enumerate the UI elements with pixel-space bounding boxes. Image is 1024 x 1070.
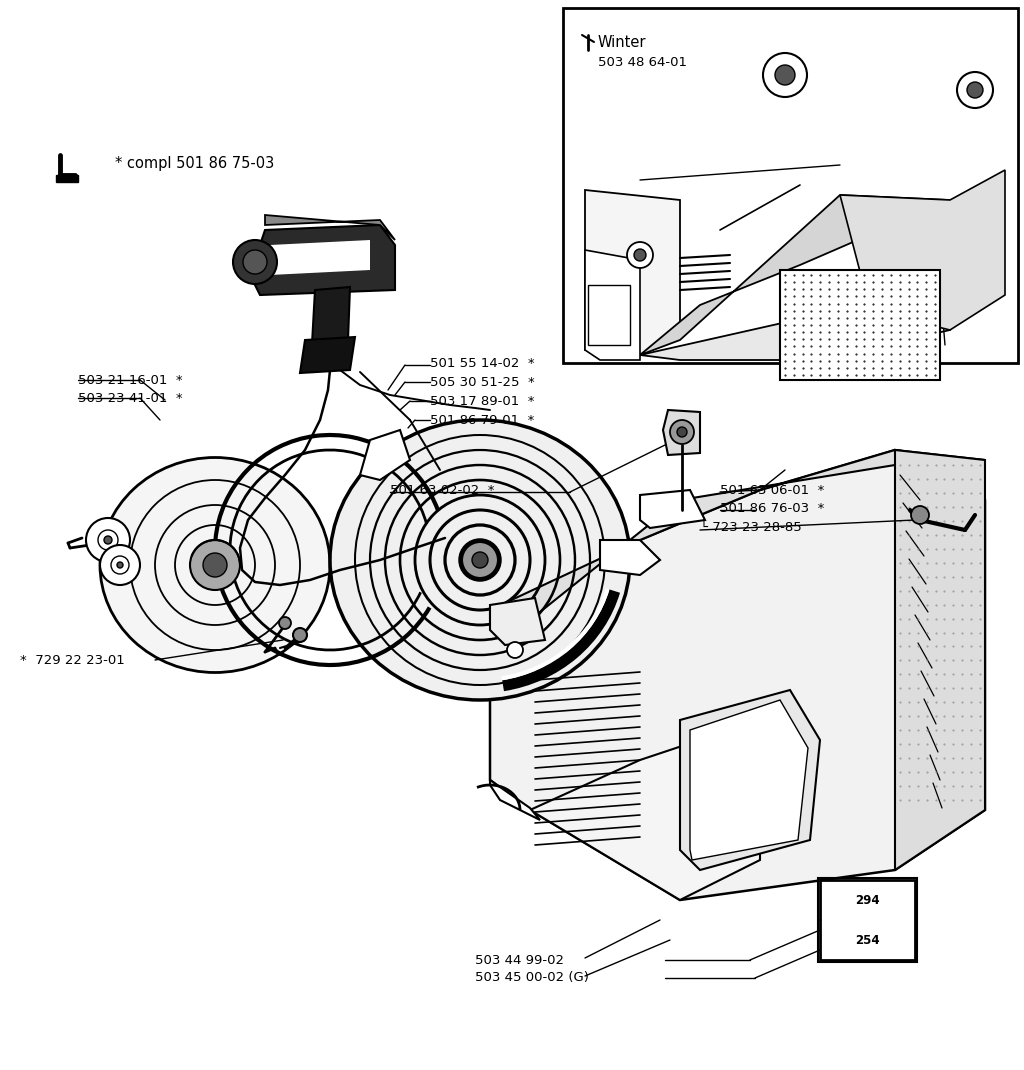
Circle shape — [111, 556, 129, 574]
Polygon shape — [690, 700, 808, 860]
Text: *  729 22 23-01: * 729 22 23-01 — [20, 654, 125, 667]
Circle shape — [677, 427, 687, 437]
Circle shape — [911, 506, 929, 524]
Circle shape — [775, 65, 795, 85]
Circle shape — [279, 617, 291, 629]
Circle shape — [967, 82, 983, 98]
Polygon shape — [680, 690, 820, 870]
Polygon shape — [585, 190, 680, 355]
Polygon shape — [600, 540, 660, 575]
Circle shape — [507, 642, 523, 658]
Polygon shape — [663, 410, 700, 455]
Circle shape — [98, 530, 118, 550]
Bar — [563, 7, 1018, 363]
Polygon shape — [490, 450, 985, 625]
Circle shape — [627, 242, 653, 268]
Polygon shape — [312, 287, 350, 343]
Bar — [56, 175, 78, 182]
Text: 501 63 02-02  *: 501 63 02-02 * — [390, 484, 495, 496]
Polygon shape — [640, 490, 705, 528]
Circle shape — [233, 240, 278, 284]
Polygon shape — [300, 337, 355, 373]
Text: 501 63 06-01  *: 501 63 06-01 * — [720, 484, 824, 496]
Polygon shape — [490, 450, 985, 900]
Circle shape — [634, 249, 646, 261]
Text: 503 23 41-01  *: 503 23 41-01 * — [78, 392, 182, 404]
Bar — [818, 878, 918, 962]
Circle shape — [670, 421, 694, 444]
Circle shape — [203, 553, 227, 577]
Circle shape — [243, 250, 267, 274]
Circle shape — [462, 542, 498, 578]
Text: 503 44 99-02: 503 44 99-02 — [475, 953, 564, 966]
Polygon shape — [265, 215, 395, 240]
Text: 501 86 79-01  *: 501 86 79-01 * — [430, 413, 535, 427]
Ellipse shape — [330, 421, 630, 700]
Text: └ 723 23 28-85: └ 723 23 28-85 — [700, 520, 802, 534]
Polygon shape — [530, 720, 760, 900]
Text: 501 86 76-03  *: 501 86 76-03 * — [720, 502, 824, 515]
Polygon shape — [895, 450, 985, 870]
Polygon shape — [250, 225, 395, 295]
Text: Winter: Winter — [598, 34, 646, 49]
Bar — [588, 285, 630, 345]
Text: 503 21 16-01  *: 503 21 16-01 * — [78, 373, 182, 386]
Text: 501 55 14-02  *: 501 55 14-02 * — [430, 356, 535, 369]
Text: * compl 501 86 75-03: * compl 501 86 75-03 — [115, 155, 274, 170]
Text: 505 30 51-25  *: 505 30 51-25 * — [430, 376, 535, 388]
Polygon shape — [585, 250, 640, 360]
Polygon shape — [840, 170, 1005, 330]
Bar — [780, 270, 940, 380]
Polygon shape — [270, 240, 370, 275]
Bar — [820, 880, 915, 960]
Text: 503 45 00-02 (G): 503 45 00-02 (G) — [475, 972, 589, 984]
Circle shape — [293, 628, 307, 642]
Text: 503 48 64-01: 503 48 64-01 — [598, 56, 687, 68]
Polygon shape — [360, 430, 410, 480]
Polygon shape — [640, 200, 950, 360]
Circle shape — [104, 536, 112, 544]
Circle shape — [472, 552, 488, 568]
Circle shape — [86, 518, 130, 562]
Text: 294: 294 — [855, 893, 880, 906]
Text: 503 17 89-01  *: 503 17 89-01 * — [430, 395, 535, 408]
Polygon shape — [490, 780, 540, 820]
Circle shape — [957, 72, 993, 108]
Circle shape — [190, 540, 240, 590]
Circle shape — [100, 545, 140, 585]
Polygon shape — [640, 195, 950, 355]
Circle shape — [763, 54, 807, 97]
Circle shape — [117, 562, 123, 568]
Text: 254: 254 — [855, 933, 880, 947]
Polygon shape — [490, 598, 545, 645]
Ellipse shape — [100, 458, 330, 673]
